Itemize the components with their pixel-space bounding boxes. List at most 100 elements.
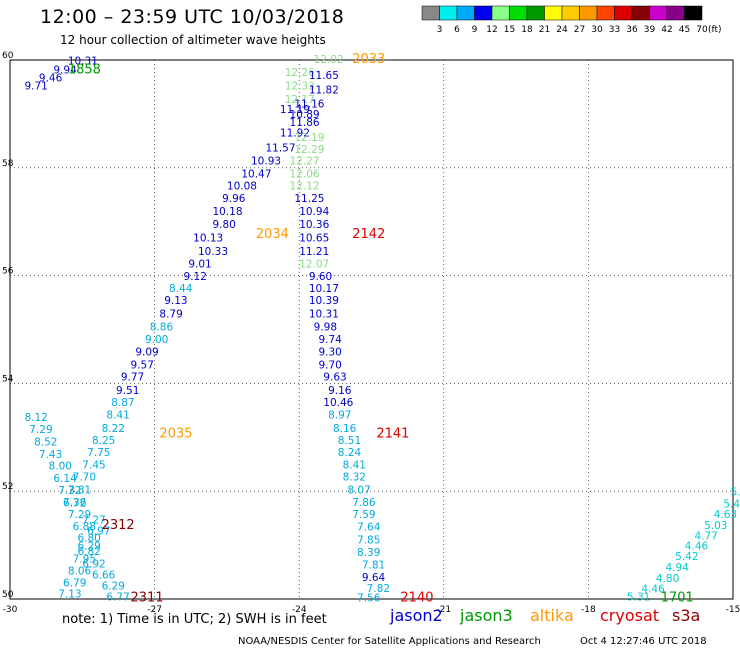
pass-time-label: 2142: [352, 227, 385, 242]
wave-height-label: 10.17: [309, 283, 339, 295]
pass-time-label: 2033: [352, 52, 385, 67]
pass-time-label: 2141: [376, 426, 409, 441]
scale-label: 15: [504, 25, 515, 34]
wave-height-label: 9.13: [164, 295, 187, 307]
scale-label: 70: [696, 25, 708, 34]
wave-height-label: 4.46: [641, 584, 665, 596]
wave-height-label: 7.95: [73, 553, 96, 565]
wave-height-label: 12.27: [290, 156, 320, 168]
wave-height-label: 10.65: [299, 233, 329, 245]
wave-height-label: 6.29: [102, 580, 125, 592]
wave-height-label: 6.82: [77, 546, 100, 558]
wave-height-label: 12.26: [285, 67, 315, 79]
wave-height-label: 8.07: [347, 484, 370, 496]
wave-height-label: 10.47: [241, 169, 271, 181]
scale-label: 18: [521, 25, 533, 34]
pass-time-label: 2035: [159, 426, 192, 441]
scale-label: 21: [539, 25, 550, 34]
legend-altika: altika: [530, 606, 574, 625]
wave-height-label: 9.71: [24, 81, 47, 93]
wave-height-label: 10.94: [299, 206, 329, 218]
lon-tick-label: -24: [292, 605, 307, 612]
wave-height-label: 9.00: [145, 334, 168, 346]
wave-height-label: 6.14: [53, 473, 77, 485]
wave-height-label: 10.18: [212, 206, 242, 218]
wave-height-label: 9.80: [212, 219, 235, 231]
wave-height-label: 11.65: [309, 70, 339, 82]
wave-height-label: 4.46: [685, 540, 709, 552]
wave-height-label: 7.29: [29, 424, 52, 436]
wave-height-label: 9.70: [318, 359, 341, 371]
wave-height-label: 7.43: [39, 449, 62, 461]
wave-height-label: 9.98: [314, 322, 337, 334]
wave-height-label: 12.12: [290, 180, 320, 192]
wave-height-label: 9.63: [323, 372, 346, 384]
wave-height-label: 5.03: [704, 520, 727, 532]
scale-unit: (ft): [708, 25, 722, 34]
wave-height-label: 7.56: [357, 593, 381, 605]
lat-tick-label: 52: [2, 482, 13, 492]
wave-height-label: 9.74: [318, 334, 342, 346]
wave-height-label: 9.60: [309, 271, 332, 283]
scale-label: 30: [591, 25, 603, 34]
wave-height-label: 6.80: [77, 532, 100, 544]
wave-height-label: 9.96: [222, 193, 246, 205]
wave-height-label: 11.21: [299, 246, 329, 258]
wave-height-label: 11.57: [265, 143, 295, 155]
wave-height-label: 8.87: [111, 397, 134, 409]
wave-height-label: 9.09: [135, 346, 158, 358]
wave-height-label: 7.81: [362, 559, 385, 571]
wave-height-label: 6.66: [92, 570, 116, 582]
wave-height-label: 12.33: [285, 81, 315, 93]
wave-height-label: 7.82: [367, 583, 390, 595]
scale-swatch: [684, 5, 703, 21]
lon-tick-label: -27: [147, 605, 162, 612]
wave-height-label: 7.64: [357, 522, 381, 534]
wave-height-label: 5.42: [675, 551, 698, 563]
legend-jason2: jason2: [390, 606, 443, 625]
wave-height-label: 8.22: [102, 423, 125, 435]
wave-height-label: 9.94: [53, 64, 77, 76]
pass-time-label: 2311: [131, 591, 164, 606]
wave-height-label: 9.77: [121, 372, 144, 384]
scale-label: 45: [679, 25, 690, 34]
scale-label: 12: [486, 25, 497, 34]
lat-tick-label: 54: [2, 374, 14, 384]
wave-height-label: 4.80: [656, 573, 679, 585]
wave-height-label: 12.29: [294, 144, 324, 156]
wave-height-label: 11.92: [280, 128, 310, 140]
wave-height-label: 6.72: [63, 497, 86, 509]
wave-height-label: 10.31: [309, 309, 339, 321]
wave-height-label: 10.39: [309, 295, 339, 307]
wave-height-label: 8.86: [150, 322, 174, 334]
wave-height-label: 8.24: [338, 447, 362, 459]
wave-height-label: 12.02: [314, 54, 344, 66]
wave-height-label: 10.13: [193, 233, 223, 245]
color-scale-legend: 3 6 9 12 15 18 21 24 27 30 33 36 39 42 45 70 (ft): [421, 5, 722, 34]
wave-height-label: 9.51: [116, 385, 139, 397]
wave-height-label: 4.63: [714, 509, 737, 521]
wave-height-label: 10.89: [290, 109, 320, 121]
lat-tick-label: 50: [2, 590, 14, 600]
lat-tick-label: 58: [2, 159, 14, 169]
wave-height-label: 6.97: [87, 525, 110, 537]
generated-timestamp: Oct 4 12:27:46 UTC 2018: [580, 636, 707, 647]
scale-label: 33: [609, 25, 620, 34]
wave-height-label: 7.70: [73, 471, 96, 483]
lat-tick-label: 56: [2, 267, 14, 277]
wave-height-label: 11.86: [290, 117, 320, 129]
map-title: 12:00 – 23:59 UTC 10/03/2018: [40, 6, 345, 28]
lon-tick-label: -21: [436, 605, 451, 612]
wave-height-label: 9.64: [362, 572, 386, 584]
wave-height-label: 10.46: [323, 397, 353, 409]
wave-height-label: 11.16: [294, 98, 324, 110]
pass-time-label: 2140: [400, 591, 433, 606]
wave-height-label: 8.39: [357, 547, 380, 559]
credit-line: NOAA/NESDIS Center for Satellite Applica…: [238, 636, 541, 647]
scale-label: 36: [626, 25, 638, 34]
footnote: note: 1) Time is in UTC; 2) SWH is in fe…: [62, 612, 327, 627]
wave-height-label: 11.25: [294, 193, 324, 205]
map-subtitle: 12 hour collection of altimeter wave hei…: [60, 33, 326, 47]
pass-time-label: 1858: [68, 62, 101, 77]
wave-height-label: 10.36: [299, 219, 329, 231]
